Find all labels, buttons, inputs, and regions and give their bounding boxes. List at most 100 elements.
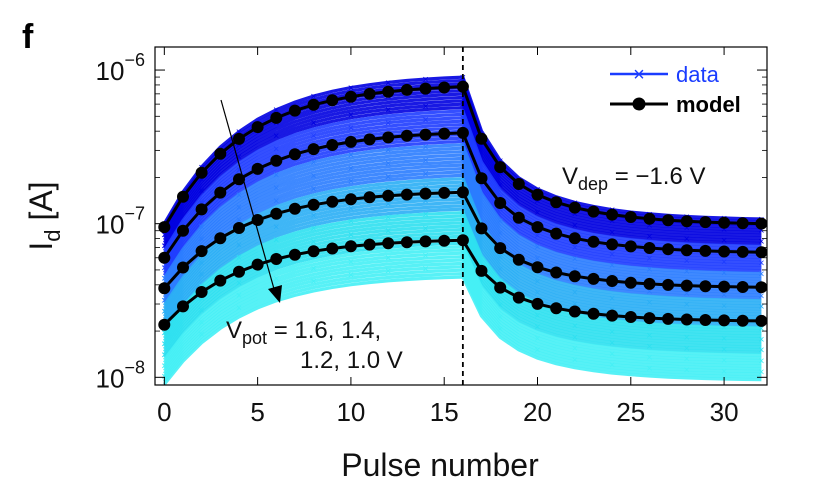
x-tick-label: 0 bbox=[157, 397, 171, 427]
data-marker: × bbox=[236, 189, 242, 201]
data-marker: × bbox=[348, 109, 354, 121]
data-marker: × bbox=[609, 260, 615, 272]
data-marker: × bbox=[684, 255, 690, 267]
data-marker: × bbox=[572, 298, 578, 310]
data-marker: × bbox=[684, 266, 690, 278]
data-marker: × bbox=[534, 322, 540, 334]
data-marker: × bbox=[572, 209, 578, 221]
data-marker: × bbox=[721, 224, 727, 236]
vdep-annotation: Vdep = −1.6 V bbox=[562, 163, 705, 194]
data-marker: × bbox=[273, 131, 279, 143]
data-marker: × bbox=[385, 172, 391, 184]
model-point bbox=[419, 82, 432, 95]
data-marker: × bbox=[609, 249, 615, 261]
data-marker: × bbox=[273, 273, 279, 285]
data-marker: × bbox=[721, 322, 727, 334]
model-point bbox=[718, 216, 731, 229]
model-point bbox=[270, 207, 283, 220]
data-marker: × bbox=[646, 341, 652, 353]
data-marker: × bbox=[273, 144, 279, 156]
data-marker: × bbox=[758, 334, 764, 346]
model-point bbox=[568, 270, 581, 283]
data-trace bbox=[162, 177, 762, 307]
model-point bbox=[718, 314, 731, 327]
data-marker: × bbox=[572, 354, 578, 366]
data-marker: × bbox=[721, 300, 727, 312]
data-marker: × bbox=[236, 290, 242, 302]
data-marker: × bbox=[348, 203, 354, 215]
model-point bbox=[643, 242, 656, 254]
model-point bbox=[680, 215, 693, 228]
data-marker: × bbox=[236, 139, 242, 151]
data-marker: × bbox=[273, 169, 279, 181]
model-point bbox=[214, 274, 227, 287]
model-point bbox=[606, 275, 619, 287]
model-point bbox=[195, 203, 208, 216]
data-marker: × bbox=[460, 167, 466, 179]
model-point bbox=[307, 143, 320, 156]
data-marker: × bbox=[646, 264, 652, 276]
data-marker: × bbox=[310, 210, 316, 222]
model-point bbox=[624, 276, 637, 289]
model-point bbox=[288, 202, 301, 215]
vpot-arrow-head bbox=[268, 285, 282, 303]
model-point bbox=[512, 211, 525, 224]
data-marker: × bbox=[348, 83, 354, 95]
model-point bbox=[531, 297, 544, 310]
data-marker: × bbox=[236, 252, 242, 264]
x-axis-title: Pulse number bbox=[341, 447, 539, 483]
model-point bbox=[736, 314, 749, 327]
data-marker: × bbox=[721, 344, 727, 356]
data-marker: × bbox=[236, 202, 242, 214]
model-point bbox=[531, 261, 544, 274]
model-point bbox=[680, 313, 693, 326]
y-axis-title-sub: d bbox=[40, 229, 65, 241]
data-marker: × bbox=[273, 234, 279, 246]
model-point bbox=[177, 261, 189, 274]
data-trace bbox=[163, 251, 762, 367]
data-trace bbox=[163, 258, 762, 372]
model-point bbox=[699, 314, 712, 326]
data-marker: × bbox=[721, 235, 727, 247]
data-marker: × bbox=[609, 227, 615, 239]
data-trace bbox=[162, 149, 762, 285]
data-marker: × bbox=[721, 257, 727, 269]
model-point bbox=[494, 281, 507, 294]
model-point bbox=[363, 191, 376, 204]
x-tick-label: 30 bbox=[710, 397, 739, 427]
model-point bbox=[531, 188, 544, 201]
model-point bbox=[400, 83, 413, 96]
data-marker: × bbox=[646, 319, 652, 331]
model-point bbox=[214, 186, 227, 199]
model-point bbox=[214, 147, 227, 160]
data-marker: × bbox=[310, 236, 316, 248]
data-marker: × bbox=[236, 302, 242, 314]
data-marker: × bbox=[310, 223, 316, 235]
data-marker: × bbox=[534, 253, 540, 265]
data-marker: × bbox=[646, 330, 652, 342]
data-marker: × bbox=[310, 276, 316, 288]
model-point bbox=[158, 251, 171, 264]
data-marker: × bbox=[646, 220, 652, 232]
panel-label: f bbox=[22, 18, 34, 56]
legend-data-label: data bbox=[676, 62, 720, 87]
model-point bbox=[494, 197, 507, 209]
data-marker: × bbox=[534, 230, 540, 242]
model-point bbox=[251, 162, 264, 175]
data-marker: × bbox=[609, 216, 615, 228]
data-marker: × bbox=[310, 91, 316, 103]
data-marker: × bbox=[534, 207, 540, 219]
model-point bbox=[736, 245, 749, 258]
data-trace bbox=[162, 143, 762, 279]
data-marker: × bbox=[758, 236, 764, 248]
data-trace bbox=[162, 78, 762, 228]
model-point bbox=[382, 85, 395, 98]
legend-model-label: model bbox=[676, 92, 741, 117]
data-marker: × bbox=[385, 266, 391, 278]
model-point bbox=[288, 148, 301, 161]
model-point bbox=[718, 280, 731, 293]
data-marker: × bbox=[609, 326, 615, 338]
data-marker: × bbox=[534, 310, 540, 322]
model-point bbox=[363, 238, 376, 251]
